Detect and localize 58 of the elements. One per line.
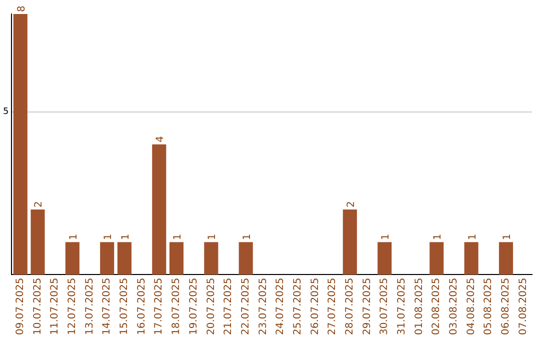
x-tick-label: 16.07.2025 xyxy=(136,278,148,336)
data-label: 4 xyxy=(155,136,166,142)
x-tick-label: 25.07.2025 xyxy=(292,278,304,336)
x-tick-label: 12.07.2025 xyxy=(67,278,78,336)
data-label: 1 xyxy=(68,234,80,240)
x-tick-label: 30.07.2025 xyxy=(379,278,390,336)
x-tick-label: 18.07.2025 xyxy=(171,278,182,336)
x-tick-label: 20.07.2025 xyxy=(206,278,217,336)
x-tick-label: 19.07.2025 xyxy=(188,278,200,336)
x-tick-label: 21.07.2025 xyxy=(223,278,234,336)
x-tick-label: 13.07.2025 xyxy=(84,278,96,336)
x-tick-label: 05.08.2025 xyxy=(483,278,494,336)
x-tick-label: 26.07.2025 xyxy=(310,278,321,336)
x-tick-label: 01.08.2025 xyxy=(414,278,425,336)
data-label: 1 xyxy=(207,234,218,240)
x-tick-label: 02.08.2025 xyxy=(431,278,442,336)
x-tick-label: 07.08.2025 xyxy=(518,278,529,336)
data-label: 1 xyxy=(120,234,132,240)
bar xyxy=(117,242,132,275)
data-label: 1 xyxy=(172,234,184,240)
x-tick-label: 24.07.2025 xyxy=(275,278,286,336)
data-label: 2 xyxy=(34,201,45,208)
bar xyxy=(152,144,166,275)
x-tick-label: 28.07.2025 xyxy=(344,278,356,336)
x-tick-label: 11.07.2025 xyxy=(50,278,61,336)
bar xyxy=(498,242,514,275)
bar xyxy=(30,210,45,275)
bar xyxy=(430,242,444,275)
data-label: 1 xyxy=(242,234,253,240)
bar xyxy=(169,242,184,275)
data-label: 1 xyxy=(502,234,513,240)
x-tick-label: 09.07.2025 xyxy=(14,278,26,336)
data-label: 1 xyxy=(432,234,444,240)
bar xyxy=(65,242,80,275)
x-tick-label: 17.07.2025 xyxy=(154,278,165,336)
bar xyxy=(378,242,392,275)
x-tick-label: 22.07.2025 xyxy=(240,278,252,336)
x-tick-label: 29.07.2025 xyxy=(362,278,373,336)
x-tick-label: 03.08.2025 xyxy=(448,278,460,336)
x-tick-label: 27.07.2025 xyxy=(327,278,338,336)
bar xyxy=(204,242,218,275)
x-tick-label: 06.08.2025 xyxy=(500,278,512,336)
data-label: 2 xyxy=(346,201,357,208)
x-tick-label: 23.07.2025 xyxy=(258,278,269,336)
y-tick-label: 5 xyxy=(2,107,9,118)
data-label: 1 xyxy=(380,234,392,240)
data-label: 1 xyxy=(467,234,478,240)
x-tick-label: 14.07.2025 xyxy=(102,278,113,336)
x-tick-label: 04.08.2025 xyxy=(466,278,477,336)
bar xyxy=(238,242,253,275)
data-label: 1 xyxy=(103,234,114,240)
x-tick-label: 10.07.2025 xyxy=(32,278,44,336)
bar xyxy=(464,242,478,275)
x-tick-label: 31.07.2025 xyxy=(396,278,408,336)
bar xyxy=(100,242,114,275)
x-tick-label: 15.07.2025 xyxy=(119,278,130,336)
data-label: 8 xyxy=(16,6,28,12)
bar xyxy=(342,210,357,275)
